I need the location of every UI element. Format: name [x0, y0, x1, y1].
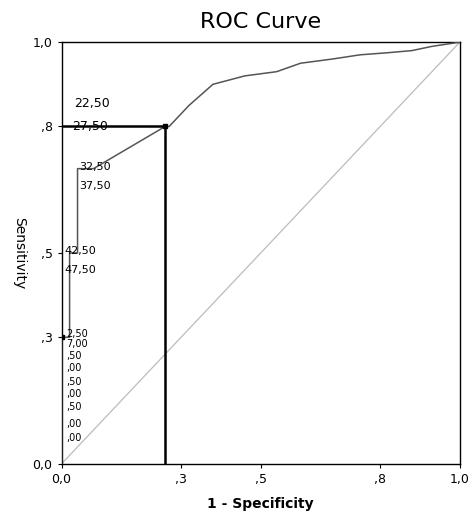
Text: ,00: ,00 — [66, 389, 82, 399]
Text: ,00: ,00 — [66, 419, 82, 428]
Text: 42,50: 42,50 — [65, 246, 97, 256]
Text: 32,50: 32,50 — [80, 162, 111, 171]
Text: 7,00: 7,00 — [66, 339, 88, 348]
Text: 47,50: 47,50 — [65, 265, 97, 275]
Text: ,00: ,00 — [66, 363, 82, 373]
X-axis label: 1 - Specificity: 1 - Specificity — [208, 497, 314, 511]
Text: ,50: ,50 — [66, 377, 82, 386]
Text: ,00: ,00 — [66, 434, 82, 443]
Text: ,50: ,50 — [66, 402, 82, 412]
Text: 27,50: 27,50 — [72, 120, 108, 133]
Text: ,50: ,50 — [66, 352, 82, 361]
Text: 37,50: 37,50 — [80, 181, 111, 190]
Text: 2,50: 2,50 — [66, 329, 88, 339]
Text: 22,50: 22,50 — [74, 97, 110, 110]
Y-axis label: Sensitivity: Sensitivity — [12, 217, 26, 289]
Title: ROC Curve: ROC Curve — [200, 12, 321, 32]
